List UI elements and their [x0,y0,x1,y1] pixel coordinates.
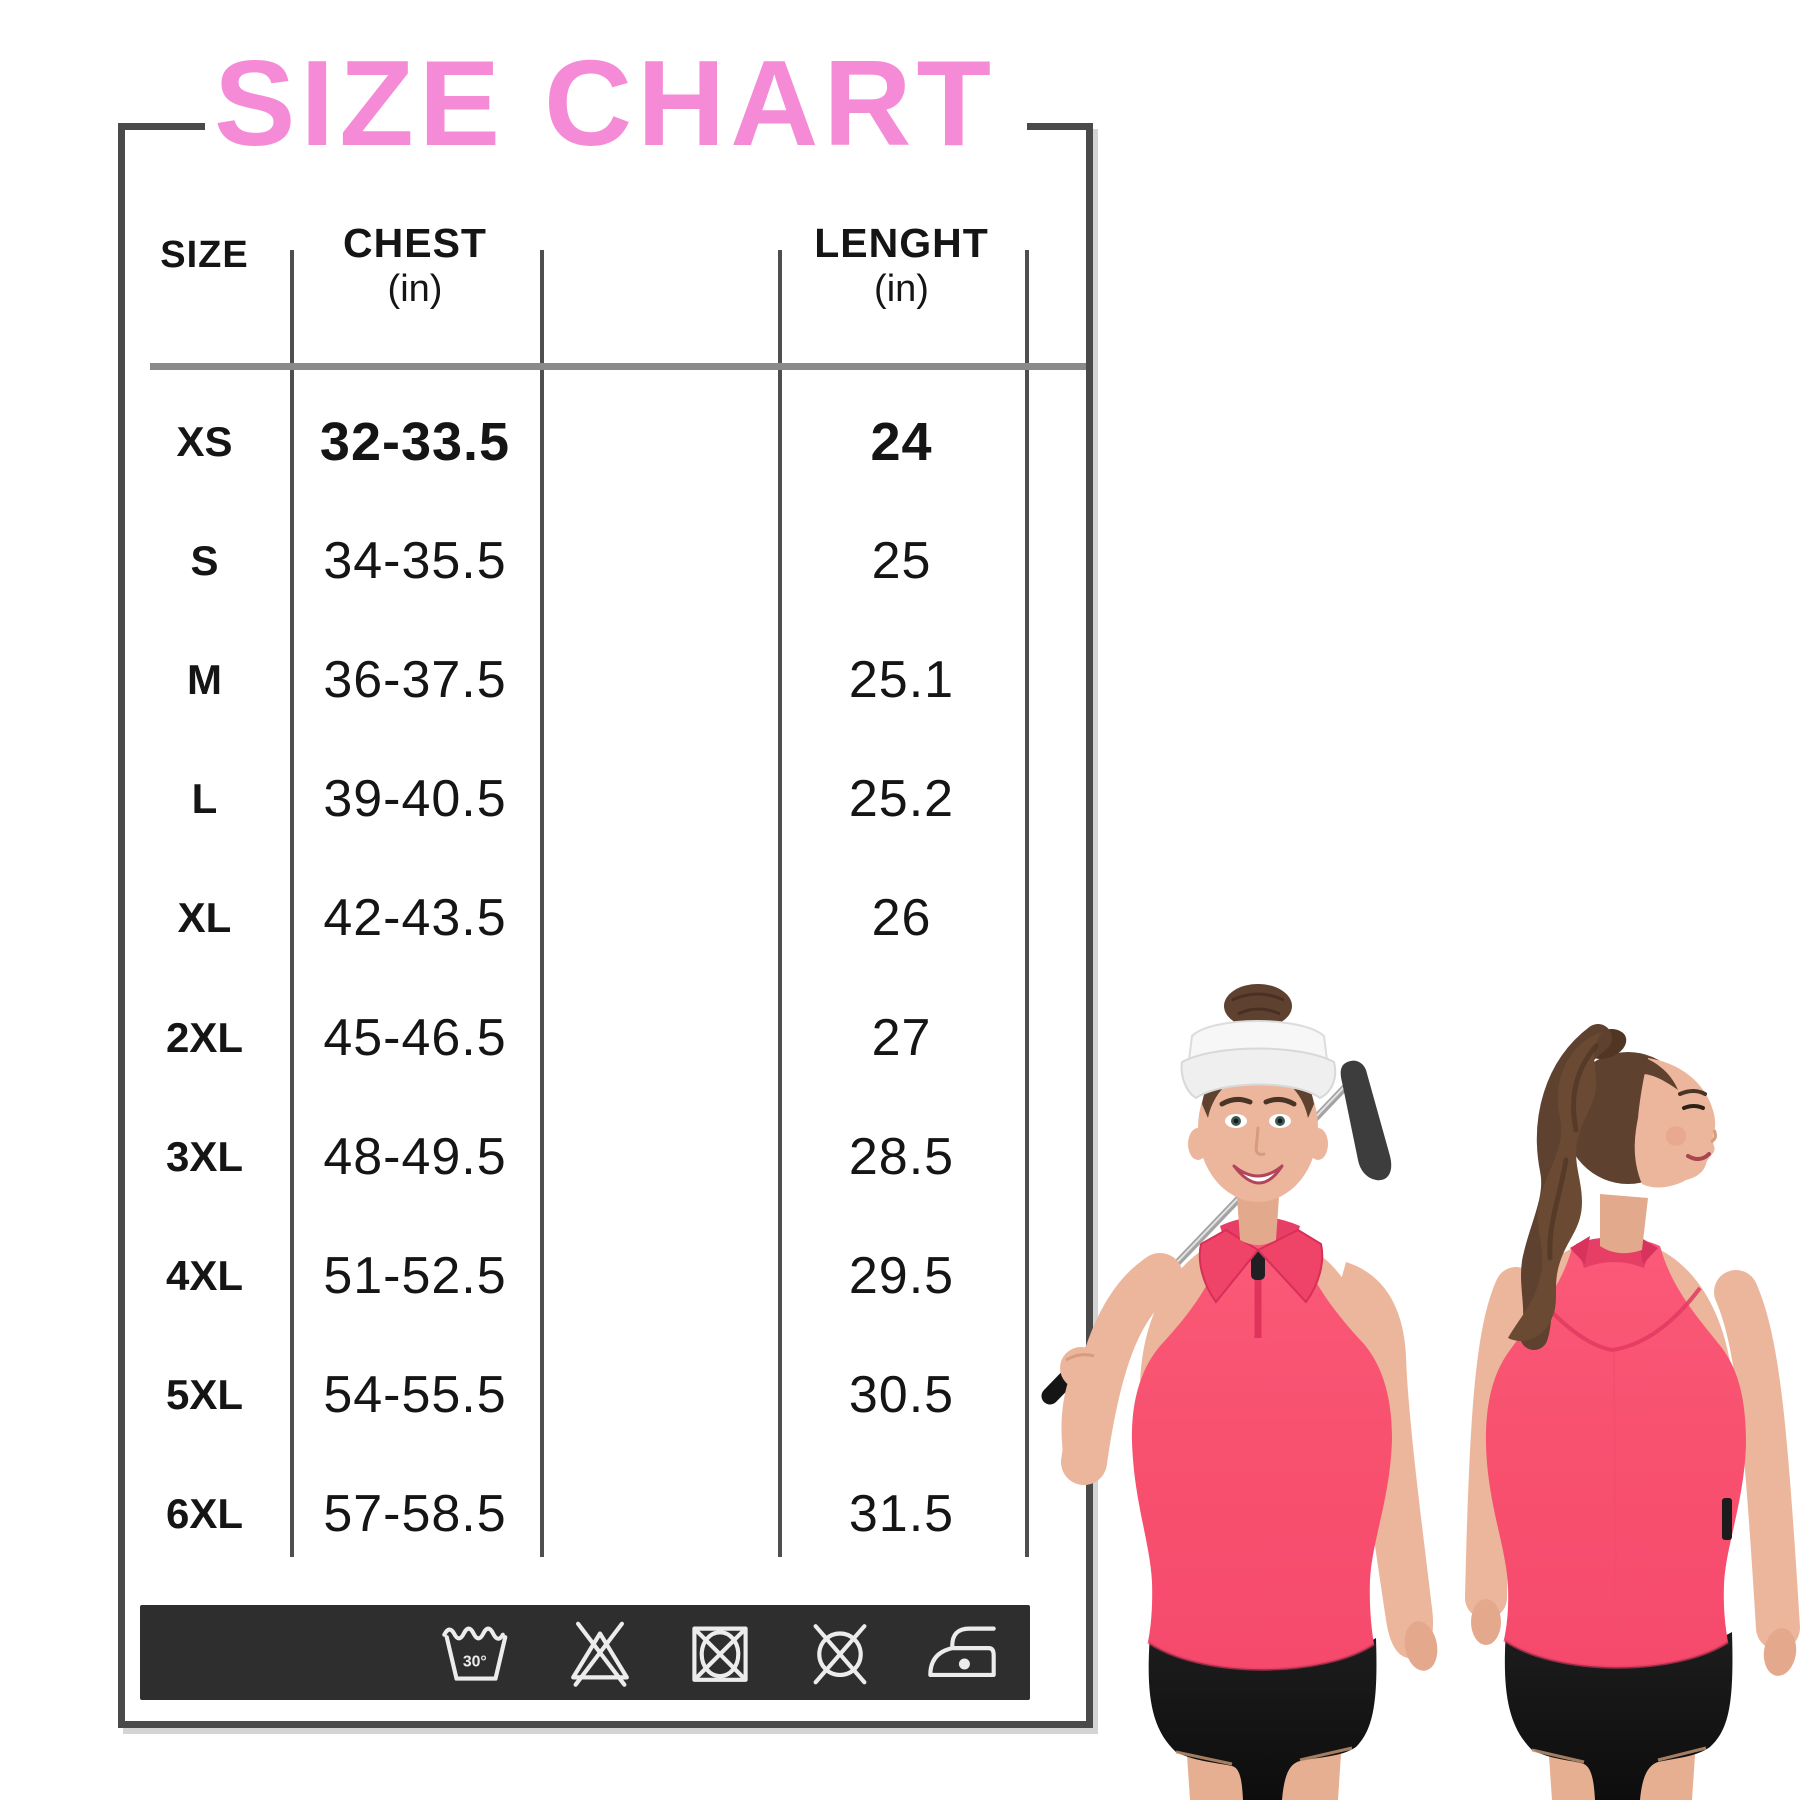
chest-cell: 54-55.5 [323,1366,507,1425]
table-row: 6XL 57-58.5 31.5 [119,1455,1086,1574]
size-cell: XL [177,894,232,942]
length-cell: 26 [871,889,932,948]
table-row: XS 32-33.5 24 [119,382,1086,501]
size-cell: 4XL [165,1252,244,1300]
header-underline [150,363,1086,370]
chest-cell: 57-58.5 [323,1485,507,1544]
column-header-chest: CHEST (in) [343,220,487,311]
length-cell: 28.5 [848,1127,955,1186]
column-header-length: LENGHT (in) [814,220,989,311]
table-row: 2XL 45-46.5 27 [119,978,1086,1097]
iron-icon [928,1626,996,1677]
product-photos [1041,984,1800,1800]
chest-cell: 34-35.5 [323,531,507,590]
svg-text:30°: 30° [463,1653,487,1670]
column-divider [540,250,544,1557]
table-row: L 39-40.5 25.2 [119,740,1086,859]
do-not-bleach-icon [571,1621,629,1687]
table-row: M 36-37.5 25.1 [119,620,1086,739]
table-row: 3XL 48-49.5 28.5 [119,1097,1086,1216]
chest-cell: 48-49.5 [323,1127,507,1186]
size-cell: 6XL [165,1490,244,1538]
column-header-empty [540,220,778,313]
table-row: XL 42-43.5 26 [119,859,1086,978]
length-cell: 29.5 [848,1247,955,1306]
do-not-dry-clean-icon [813,1623,867,1684]
ponytail [1508,1024,1627,1350]
length-cell: 27 [871,1008,932,1067]
table-row: 4XL 51-52.5 29.5 [119,1216,1086,1335]
side-tag [1722,1498,1732,1540]
size-cell: 3XL [165,1132,244,1180]
chest-cell: 51-52.5 [323,1247,507,1306]
length-cell: 24 [870,411,933,472]
column-header-size: SIZE [160,234,249,276]
table-row: 5XL 54-55.5 30.5 [119,1336,1086,1455]
length-cell: 25 [871,531,932,590]
length-cell: 31.5 [848,1485,955,1544]
back-face [1634,1058,1716,1188]
size-table-body: XS 32-33.5 24 S 34-35.5 25 M 36-37.5 25.… [119,382,1086,1574]
size-cell: 5XL [165,1371,244,1419]
column-divider [1025,250,1029,1557]
front-shirt [1131,1229,1392,1670]
chest-cell: 39-40.5 [323,770,507,829]
size-cell: L [191,775,218,823]
size-cell: M [187,656,222,703]
chest-cell: 36-37.5 [323,651,507,709]
chest-cell: 32-33.5 [319,411,511,472]
model-back-view [1465,1024,1800,1800]
size-cell: S [190,536,219,584]
zipper-pull [1251,1250,1265,1280]
column-divider [778,250,782,1557]
length-cell: 30.5 [848,1366,955,1425]
machine-wash-30-icon: 30° [442,1626,508,1681]
column-divider [290,250,294,1557]
chest-cell: 45-46.5 [323,1008,507,1067]
model-front-view [1041,984,1438,1800]
length-cell: 25.2 [848,770,955,829]
care-instructions-bar: 30° [140,1605,1030,1700]
page-title: SIZE CHART [214,35,996,171]
back-shirt [1485,1237,1746,1668]
size-cell: XS [176,417,233,465]
table-row: S 34-35.5 25 [119,501,1086,620]
frame-title-gap [205,114,1027,140]
chest-cell: 42-43.5 [323,889,507,948]
length-cell: 25.1 [848,651,955,709]
column-header-pad [1025,220,1086,313]
front-hand [1060,1347,1102,1389]
do-not-tumble-dry-icon [692,1626,748,1682]
table-header-row: SIZE CHEST (in) LENGHT (in) [119,220,1086,313]
visor [1180,1020,1337,1100]
size-cell: 2XL [165,1013,244,1061]
